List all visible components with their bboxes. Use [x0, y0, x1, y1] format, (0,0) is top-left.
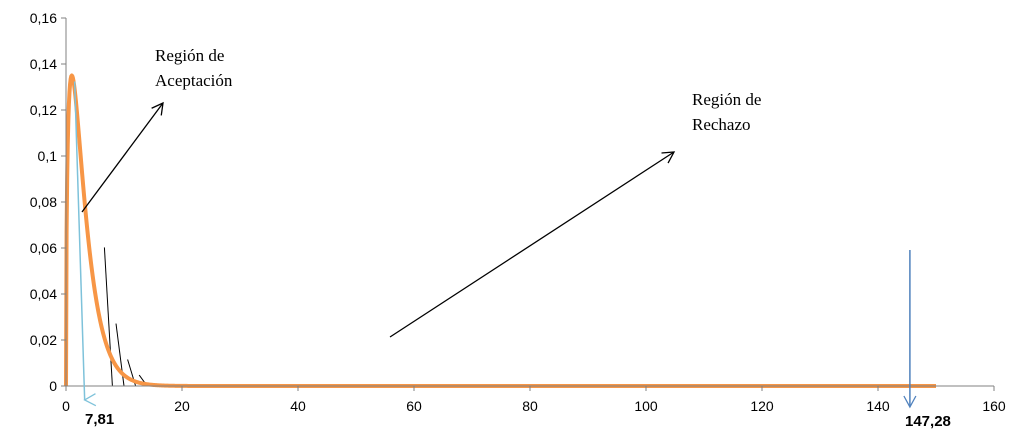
critical-value-label-left: 7,81 [85, 411, 114, 428]
y-tick-label: 0,1 [38, 148, 58, 164]
hatch-lines-group [103, 247, 148, 387]
x-tick-label: 0 [62, 398, 70, 414]
curve-group [64, 73, 938, 388]
y-tick-label: 0,12 [30, 102, 57, 118]
acceptance-label-line-1: Región de [155, 46, 224, 65]
x-tick-label: 140 [866, 398, 890, 414]
x-tick-label: 20 [174, 398, 190, 414]
y-tick-label: 0,16 [30, 10, 57, 26]
y-tick-label: 0,04 [30, 286, 57, 302]
density-curve [64, 73, 938, 388]
x-tick-label: 80 [522, 398, 538, 414]
axes-group: 0 0,02 0,04 0,06 0,08 0,1 0,12 0,14 0,16 0 20 40 60 8… [30, 10, 1006, 414]
y-tick-label: 0,02 [30, 332, 57, 348]
x-tick-label: 120 [750, 398, 774, 414]
critical-arrowhead-right [903, 395, 917, 409]
critical-value-label-right: 147,28 [905, 413, 951, 430]
critical-line-left [73, 81, 97, 407]
critical-values-group [73, 81, 917, 409]
x-tick-label: 60 [406, 398, 422, 414]
x-tick-label: 160 [982, 398, 1006, 414]
hatch-line [103, 247, 113, 387]
rejection-arrow [389, 151, 676, 338]
y-tick-label: 0 [49, 378, 57, 394]
x-tick-label: 100 [634, 398, 658, 414]
acceptance-label-line-2: Aceptación [155, 71, 233, 90]
y-tick-label: 0,08 [30, 194, 57, 210]
y-tick-label: 0,06 [30, 240, 57, 256]
x-tick-label: 40 [290, 398, 306, 414]
y-tick-label: 0,14 [30, 56, 57, 72]
acceptance-arrow [81, 101, 164, 213]
rejection-label-line-1: Región de [692, 90, 761, 109]
rejection-label-line-2: Rechazo [692, 115, 751, 134]
